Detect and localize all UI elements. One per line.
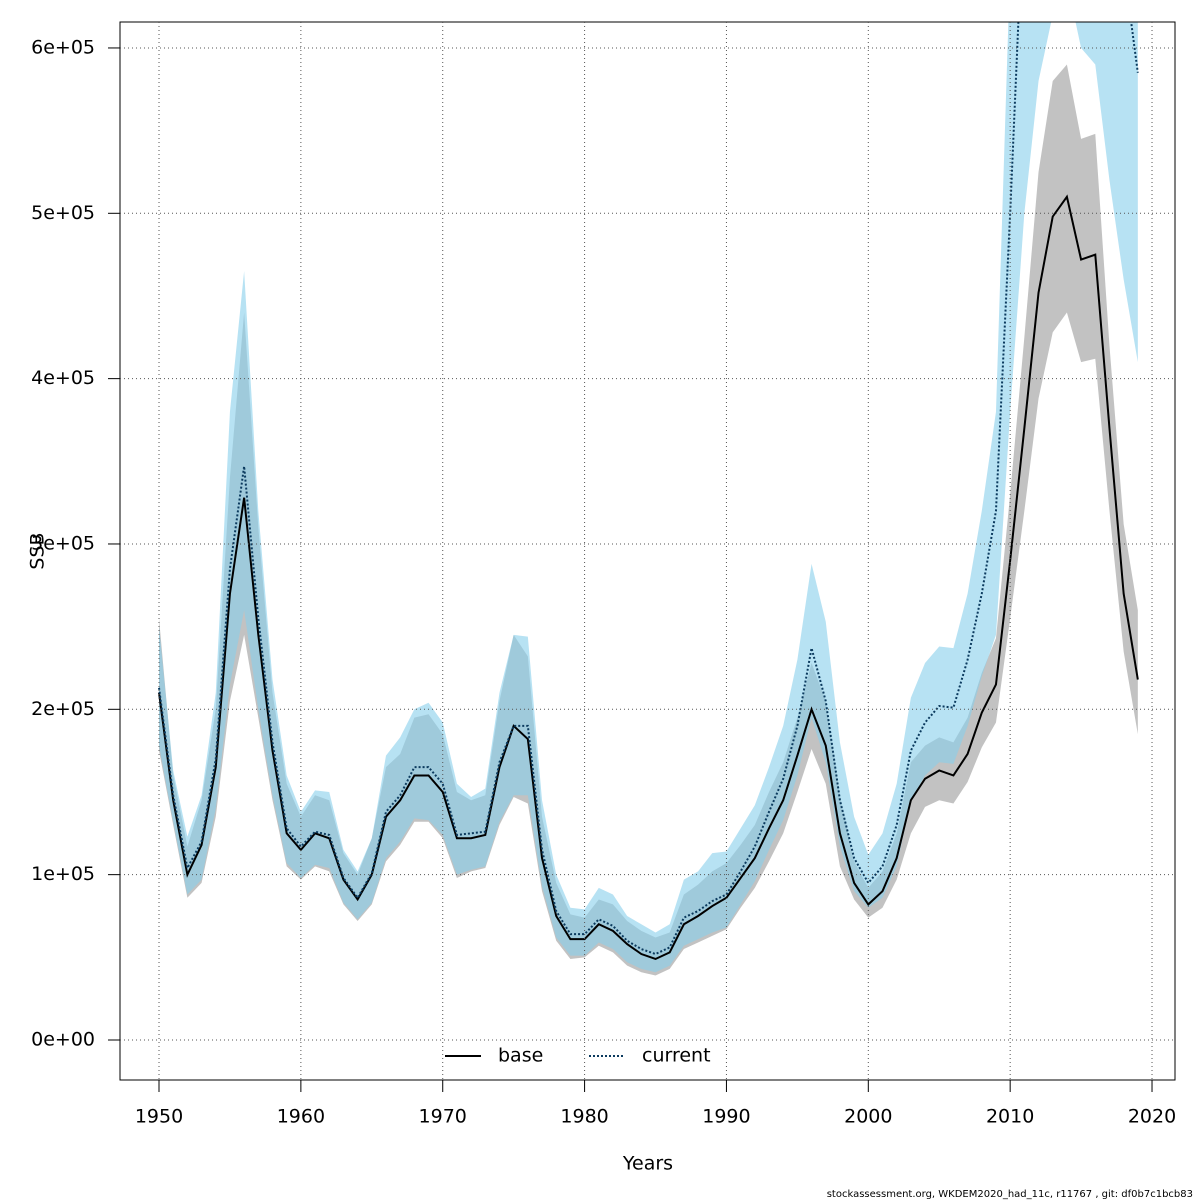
y-tick-label: 4e+05 bbox=[31, 367, 95, 389]
x-tick-label: 2000 bbox=[844, 1106, 892, 1128]
x-tick-label: 1950 bbox=[135, 1106, 183, 1128]
x-tick-label: 1990 bbox=[702, 1106, 750, 1128]
legend-label: current bbox=[642, 1045, 711, 1067]
y-axis-label: SSB bbox=[27, 532, 49, 569]
plot-area bbox=[158, 22, 1139, 976]
confidence-band bbox=[159, 22, 1138, 973]
y-tick-label: 2e+05 bbox=[31, 698, 95, 720]
y-tick-label: 5e+05 bbox=[31, 202, 95, 224]
x-tick-label: 1980 bbox=[560, 1106, 608, 1128]
x-axis-label: Years bbox=[622, 1153, 673, 1175]
y-tick-label: 3e+05 bbox=[31, 532, 95, 554]
y-tick-label: 6e+05 bbox=[31, 36, 95, 58]
series-line bbox=[158, 194, 1139, 961]
x-tick-label: 2020 bbox=[1128, 1106, 1176, 1128]
legend-label: base bbox=[498, 1045, 543, 1067]
x-tick-label: 1960 bbox=[277, 1106, 325, 1128]
plot-frame bbox=[119, 21, 1176, 1081]
footnote: stockassessment.org, WKDEM2020_had_11c, … bbox=[827, 1189, 1193, 1200]
x-tick-label: 1970 bbox=[419, 1106, 467, 1128]
y-tick-label: 1e+05 bbox=[31, 863, 95, 885]
y-tick-label: 0e+00 bbox=[31, 1028, 95, 1050]
x-tick-label: 2010 bbox=[986, 1106, 1034, 1128]
